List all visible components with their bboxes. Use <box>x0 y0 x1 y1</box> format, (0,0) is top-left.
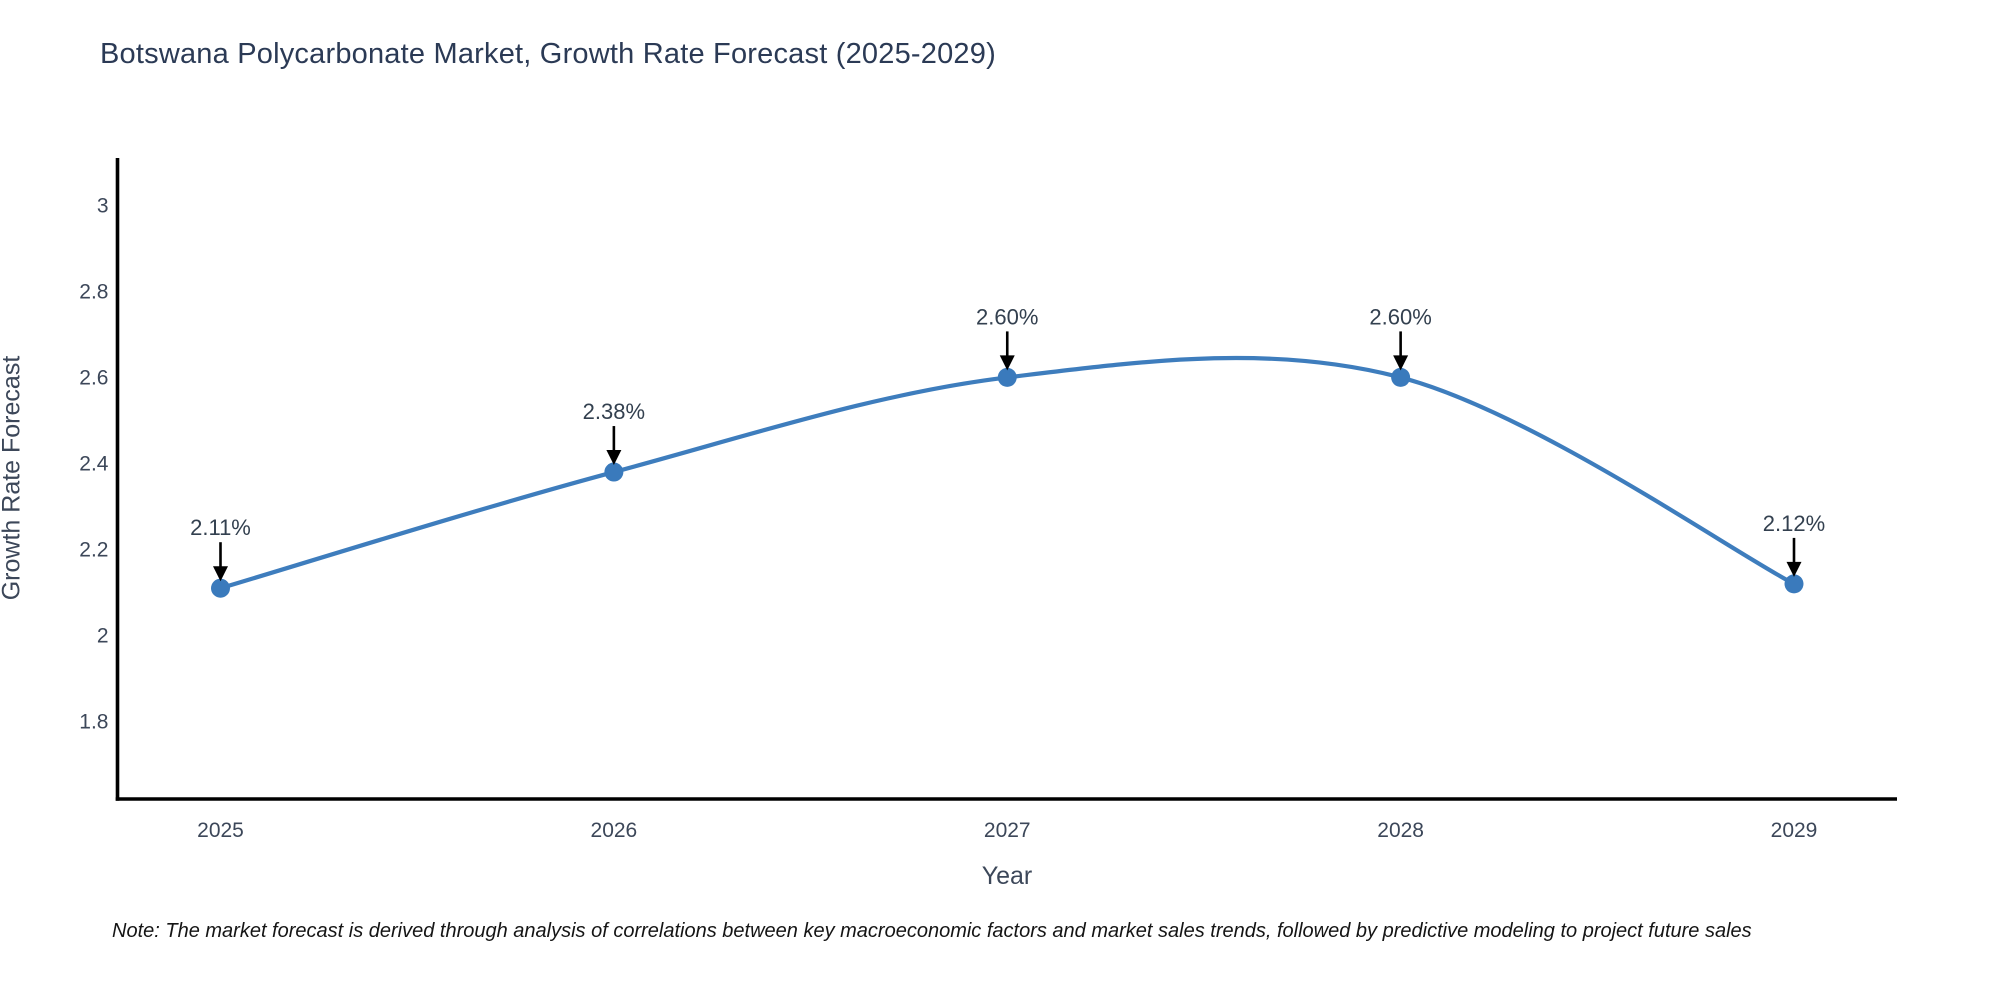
annotation-arrow-head <box>606 450 622 466</box>
x-tick-label: 2027 <box>984 819 1031 842</box>
data-point-label: 2.60% <box>1369 304 1431 329</box>
chart-title: Botswana Polycarbonate Market, Growth Ra… <box>100 38 996 70</box>
data-point-label: 2.38% <box>583 399 645 424</box>
y-tick-label: 2 <box>97 625 109 648</box>
y-tick-label: 2.2 <box>79 538 108 561</box>
forecast-line <box>218 355 1797 591</box>
annotation-arrow-head <box>999 355 1015 371</box>
y-tick-label: 2.4 <box>79 452 109 475</box>
annotation-arrow-head <box>1786 561 1802 577</box>
data-point-label: 2.12% <box>1763 511 1825 536</box>
x-tick-label: 2026 <box>591 819 638 842</box>
annotation-arrow-head <box>213 566 228 582</box>
x-tick-label: 2028 <box>1377 819 1424 842</box>
data-point-label: 2.60% <box>976 304 1038 329</box>
footnote: Note: The market forecast is derived thr… <box>112 920 1752 942</box>
data-point-marker[interactable] <box>604 462 624 482</box>
data-point-marker[interactable] <box>1391 367 1411 387</box>
y-tick-label: 2.8 <box>79 280 108 303</box>
x-axis-title: Year <box>981 862 1033 890</box>
y-axis-title: Growth Rate Forecast <box>0 355 26 601</box>
annotation-arrow-head <box>1393 355 1409 371</box>
y-tick-label: 3 <box>97 194 109 217</box>
y-tick-label: 2.6 <box>79 366 108 389</box>
data-point-marker[interactable] <box>211 578 230 598</box>
data-point-marker[interactable] <box>997 367 1017 387</box>
y-tick-label: 1.8 <box>79 711 108 734</box>
x-tick-label: 2029 <box>1771 819 1818 842</box>
x-tick-label: 2025 <box>197 819 244 842</box>
data-point-label: 2.11% <box>190 515 251 540</box>
data-point-marker[interactable] <box>1784 574 1804 594</box>
